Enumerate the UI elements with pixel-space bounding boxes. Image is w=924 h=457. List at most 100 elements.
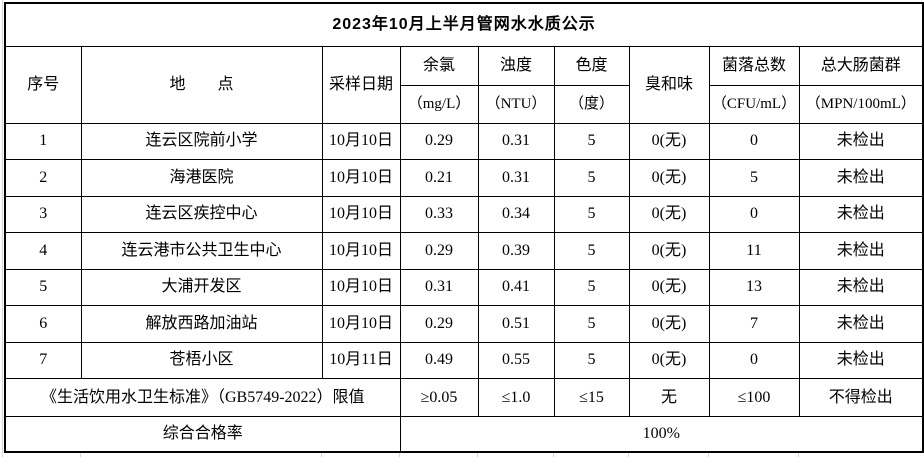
cell-coliform[interactable]: 未检出 <box>798 305 924 343</box>
cell-color[interactable]: 5 <box>553 195 630 233</box>
cell-date[interactable]: 10月10日 <box>321 305 401 343</box>
cell-odor[interactable]: 0(无) <box>628 122 710 160</box>
cell-turbidity[interactable]: 0.34 <box>477 195 555 233</box>
cell-chlorine[interactable]: 0.29 <box>399 122 479 160</box>
cell-turbidity[interactable]: 0.31 <box>477 122 555 160</box>
col-header-colony[interactable]: 菌落总数 <box>708 45 800 86</box>
cell-odor[interactable]: 0(无) <box>628 159 710 197</box>
col-header-date[interactable]: 采样日期 <box>321 45 401 124</box>
cell-limit-turbidity[interactable]: ≤1.0 <box>477 378 555 417</box>
table-row: 2 海港医院 10月10日 0.21 0.31 5 0(无) 5 未检出 <box>4 159 924 197</box>
cell-turbidity[interactable]: 0.51 <box>477 305 555 343</box>
cell-location[interactable]: 解放西路加油站 <box>80 305 323 343</box>
cell-summary-value[interactable]: 100% <box>399 416 924 452</box>
cell-odor[interactable]: 0(无) <box>628 232 710 270</box>
table-row: 1 连云区院前小学 10月10日 0.29 0.31 5 0(无) 0 未检出 <box>4 122 924 160</box>
cell-limit-label[interactable]: 《生活饮用水卫生标准》（GB5749-2022）限值 <box>4 378 401 417</box>
col-header-chlorine[interactable]: 余氯 <box>399 45 479 86</box>
cell-colony[interactable]: 0 <box>708 122 800 160</box>
cell-location[interactable]: 连云港市公共卫生中心 <box>80 232 323 270</box>
cell-date[interactable]: 10月11日 <box>321 341 401 379</box>
cell-location[interactable]: 连云区疾控中心 <box>80 195 323 233</box>
cell-index[interactable]: 7 <box>4 341 82 379</box>
cell-index[interactable]: 3 <box>4 195 82 233</box>
cell-chlorine[interactable]: 0.29 <box>399 305 479 343</box>
table-title[interactable]: 2023年10月上半月管网水水质公示 <box>4 2 924 47</box>
excel-gridline-stub <box>628 451 629 457</box>
col-header-odor[interactable]: 臭和味 <box>628 45 710 124</box>
table-row: 4 连云港市公共卫生中心 10月10日 0.29 0.39 5 0(无) 11 … <box>4 232 924 270</box>
title-row: 2023年10月上半月管网水水质公示 <box>4 2 924 47</box>
cell-date[interactable]: 10月10日 <box>321 232 401 270</box>
cell-date[interactable]: 10月10日 <box>321 122 401 160</box>
cell-limit-colony[interactable]: ≤100 <box>708 378 800 417</box>
table-row: 7 苍梧小区 10月11日 0.49 0.55 5 0(无) 0 未检出 <box>4 341 924 379</box>
cell-color[interactable]: 5 <box>553 268 630 306</box>
cell-index[interactable]: 4 <box>4 232 82 270</box>
cell-odor[interactable]: 0(无) <box>628 341 710 379</box>
unit-header-turbidity[interactable]: （NTU） <box>477 84 555 124</box>
unit-header-color[interactable]: （度） <box>553 84 630 124</box>
header-row-units: （mg/L） （NTU） （度） （CFU/mL） （MPN/100mL） <box>5 84 924 124</box>
cell-colony[interactable]: 11 <box>708 232 800 270</box>
cell-limit-chlorine[interactable]: ≥0.05 <box>399 378 479 417</box>
cell-coliform[interactable]: 未检出 <box>798 341 924 379</box>
table-row: 3 连云区疾控中心 10月10日 0.33 0.34 5 0(无) 0 未检出 <box>4 195 924 233</box>
cell-turbidity[interactable]: 0.31 <box>477 159 555 197</box>
cell-coliform[interactable]: 未检出 <box>798 159 924 197</box>
limit-row: 《生活饮用水卫生标准》（GB5749-2022）限值 ≥0.05 ≤1.0 ≤1… <box>4 378 924 417</box>
cell-index[interactable]: 2 <box>4 159 82 197</box>
cell-index[interactable]: 5 <box>4 268 82 306</box>
cell-turbidity[interactable]: 0.55 <box>477 341 555 379</box>
cell-turbidity[interactable]: 0.41 <box>477 268 555 306</box>
excel-gridline-stub <box>80 451 81 457</box>
cell-limit-coliform[interactable]: 不得检出 <box>798 378 924 417</box>
cell-date[interactable]: 10月10日 <box>321 159 401 197</box>
cell-colony[interactable]: 7 <box>708 305 800 343</box>
col-header-color[interactable]: 色度 <box>553 45 630 86</box>
unit-header-chlorine[interactable]: （mg/L） <box>399 84 479 124</box>
excel-gridline-stub <box>399 451 400 457</box>
cell-turbidity[interactable]: 0.39 <box>477 232 555 270</box>
cell-chlorine[interactable]: 0.21 <box>399 159 479 197</box>
cell-odor[interactable]: 0(无) <box>628 268 710 306</box>
unit-header-colony[interactable]: （CFU/mL） <box>708 84 800 124</box>
cell-color[interactable]: 5 <box>553 305 630 343</box>
cell-coliform[interactable]: 未检出 <box>798 232 924 270</box>
cell-color[interactable]: 5 <box>553 122 630 160</box>
cell-colony[interactable]: 0 <box>708 341 800 379</box>
cell-odor[interactable]: 0(无) <box>628 195 710 233</box>
cell-limit-color[interactable]: ≤15 <box>553 378 630 417</box>
cell-location[interactable]: 苍梧小区 <box>80 341 323 379</box>
summary-row: 综合合格率 100% <box>4 416 924 452</box>
cell-limit-odor[interactable]: 无 <box>628 378 710 417</box>
cell-date[interactable]: 10月10日 <box>321 268 401 306</box>
cell-color[interactable]: 5 <box>553 159 630 197</box>
col-header-coliform[interactable]: 总大肠菌群 <box>798 45 924 86</box>
cell-location[interactable]: 海港医院 <box>80 159 323 197</box>
cell-index[interactable]: 6 <box>4 305 82 343</box>
cell-date[interactable]: 10月10日 <box>321 195 401 233</box>
unit-header-coliform[interactable]: （MPN/100mL） <box>798 84 924 124</box>
col-header-location[interactable]: 地 点 <box>80 45 323 124</box>
cell-chlorine[interactable]: 0.33 <box>399 195 479 233</box>
cell-chlorine[interactable]: 0.49 <box>399 341 479 379</box>
cell-coliform[interactable]: 未检出 <box>798 122 924 160</box>
cell-colony[interactable]: 0 <box>708 195 800 233</box>
cell-chlorine[interactable]: 0.29 <box>399 232 479 270</box>
cell-index[interactable]: 1 <box>4 122 82 160</box>
cell-odor[interactable]: 0(无) <box>628 305 710 343</box>
cell-location[interactable]: 连云区院前小学 <box>80 122 323 160</box>
table-row: 5 大浦开发区 10月10日 0.31 0.41 5 0(无) 13 未检出 <box>4 268 924 306</box>
cell-colony[interactable]: 13 <box>708 268 800 306</box>
cell-coliform[interactable]: 未检出 <box>798 268 924 306</box>
cell-summary-label[interactable]: 综合合格率 <box>4 416 401 452</box>
col-header-index[interactable]: 序号 <box>4 45 82 124</box>
cell-colony[interactable]: 5 <box>708 159 800 197</box>
cell-chlorine[interactable]: 0.31 <box>399 268 479 306</box>
col-header-turbidity[interactable]: 浊度 <box>477 45 555 86</box>
cell-color[interactable]: 5 <box>553 232 630 270</box>
cell-location[interactable]: 大浦开发区 <box>80 268 323 306</box>
cell-color[interactable]: 5 <box>553 341 630 379</box>
cell-coliform[interactable]: 未检出 <box>798 195 924 233</box>
